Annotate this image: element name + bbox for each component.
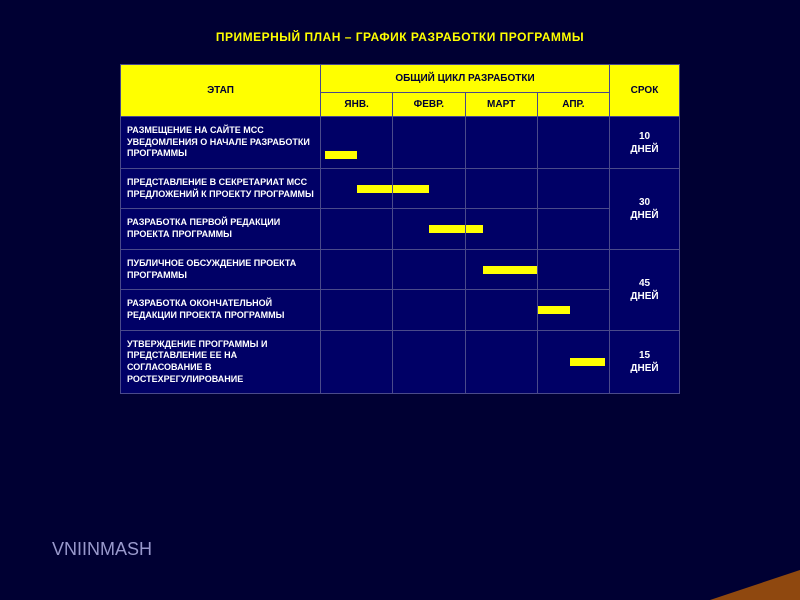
gantt-cell [537,249,609,289]
gantt-cell [393,117,465,169]
stage-cell: РАЗРАБОТКА ПЕРВОЙ РЕДАКЦИИ ПРОЕКТА ПРОГР… [121,209,321,249]
header-stage: ЭТАП [121,65,321,117]
footer-label: VNIINMASH [52,539,152,560]
gantt-cell [393,249,465,289]
period-cell: 45ДНЕЙ [610,249,680,330]
gantt-cell [465,290,537,330]
gantt-bar [325,151,357,159]
header-period: СРОК [610,65,680,117]
gantt-cell [537,209,609,249]
table-row: ПРЕДСТАВЛЕНИЕ В СЕКРЕТАРИАТ МСС ПРЕДЛОЖЕ… [121,169,680,209]
gantt-cell [537,330,609,394]
gantt-cell [393,209,465,249]
gantt-cell [393,330,465,394]
gantt-cell [537,169,609,209]
gantt-cell [537,290,609,330]
stage-cell: РАЗМЕЩЕНИЕ НА САЙТЕ МСС УВЕДОМЛЕНИЯ О НА… [121,117,321,169]
stage-cell: ПУБЛИЧНОЕ ОБСУЖДЕНИЕ ПРОЕКТА ПРОГРАММЫ [121,249,321,289]
gantt-cell [465,209,537,249]
period-cell: 10ДНЕЙ [610,117,680,169]
header-month: МАРТ [465,93,537,117]
gantt-cell [321,117,393,169]
gantt-cell [321,249,393,289]
gantt-cell [321,330,393,394]
gantt-bar [483,266,536,274]
header-month: ЯНВ. [321,93,393,117]
gantt-cell [465,330,537,394]
gantt-bar [429,225,465,233]
table-row: РАЗРАБОТКА ПЕРВОЙ РЕДАКЦИИ ПРОЕКТА ПРОГР… [121,209,680,249]
gantt-cell [321,209,393,249]
gantt-chart: ЭТАП ОБЩИЙ ЦИКЛ РАЗРАБОТКИ СРОК ЯНВ. ФЕВ… [120,64,680,394]
stage-cell: РАЗРАБОТКА ОКОНЧАТЕЛЬНОЙ РЕДАКЦИИ ПРОЕКТ… [121,290,321,330]
gantt-bar [357,185,393,193]
header-month: ФЕВР. [393,93,465,117]
gantt-cell [321,169,393,209]
gantt-bar [466,225,484,233]
table-row: РАЗМЕЩЕНИЕ НА САЙТЕ МСС УВЕДОМЛЕНИЯ О НА… [121,117,680,169]
gantt-cell [465,117,537,169]
page-title: ПРИМЕРНЫЙ ПЛАН – ГРАФИК РАЗРАБОТКИ ПРОГР… [0,0,800,64]
table-row: РАЗРАБОТКА ОКОНЧАТЕЛЬНОЙ РЕДАКЦИИ ПРОЕКТ… [121,290,680,330]
gantt-bar [538,306,570,314]
gantt-cell [393,169,465,209]
gantt-cell [465,169,537,209]
gantt-table: ЭТАП ОБЩИЙ ЦИКЛ РАЗРАБОТКИ СРОК ЯНВ. ФЕВ… [120,64,680,394]
corner-accent [710,570,800,600]
gantt-bar [393,185,429,193]
gantt-bar [570,358,606,366]
gantt-cell [537,117,609,169]
gantt-cell [393,290,465,330]
stage-cell: ПРЕДСТАВЛЕНИЕ В СЕКРЕТАРИАТ МСС ПРЕДЛОЖЕ… [121,169,321,209]
period-cell: 15ДНЕЙ [610,330,680,394]
table-row: УТВЕРЖДЕНИЕ ПРОГРАММЫ И ПРЕДСТАВЛЕНИЕ ЕЕ… [121,330,680,394]
table-row: ПУБЛИЧНОЕ ОБСУЖДЕНИЕ ПРОЕКТА ПРОГРАММЫ45… [121,249,680,289]
gantt-cell [465,249,537,289]
period-cell: 30ДНЕЙ [610,169,680,250]
header-cycle: ОБЩИЙ ЦИКЛ РАЗРАБОТКИ [321,65,610,93]
gantt-cell [321,290,393,330]
header-month: АПР. [537,93,609,117]
stage-cell: УТВЕРЖДЕНИЕ ПРОГРАММЫ И ПРЕДСТАВЛЕНИЕ ЕЕ… [121,330,321,394]
